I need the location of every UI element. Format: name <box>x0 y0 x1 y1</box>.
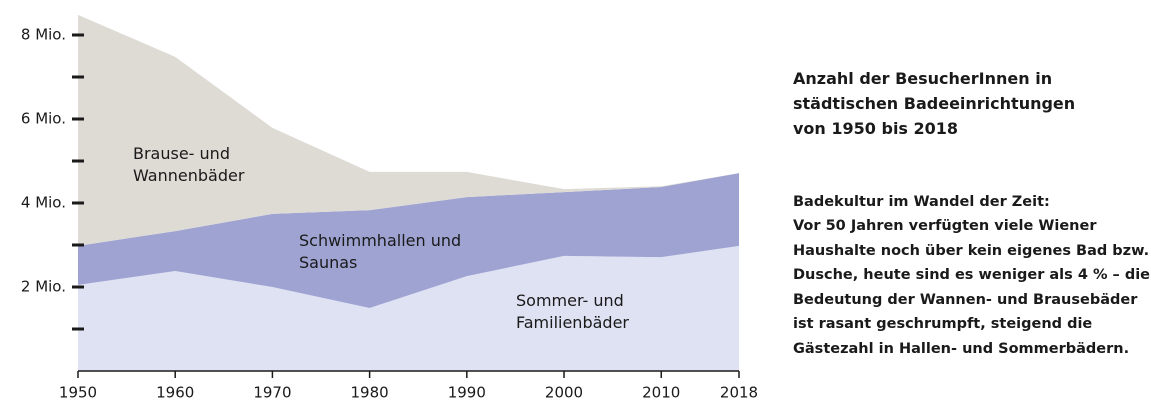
series-label: Brause- und Wannenbäder <box>133 144 245 185</box>
y-tick-label: 8 Mio. <box>21 26 66 44</box>
x-tick-label: 1980 <box>351 384 389 402</box>
chart-title: Anzahl der BesucherInnen in städtischen … <box>793 69 1076 138</box>
y-tick-label: 2 Mio. <box>21 278 66 296</box>
x-tick-label: 2018 <box>720 384 758 402</box>
x-tick-label: 2000 <box>545 384 583 402</box>
x-tick-label: 1970 <box>253 384 291 402</box>
x-tick-label: 1950 <box>59 384 97 402</box>
y-tick-label: 6 Mio. <box>21 110 66 128</box>
y-tick-label: 4 Mio. <box>21 194 66 212</box>
area <box>78 245 739 371</box>
chart: 1950 1960 1970 1980 1990 2000 2010 2018 2 Mio. 4 … <box>21 14 758 402</box>
description: Vor 50 Jahren verfügten viele Wiener Hau… <box>793 218 1151 357</box>
x-tick-label: 1960 <box>156 384 194 402</box>
subtitle: Badekultur im Wandel der Zeit: <box>793 194 1050 210</box>
series-label: Sommer- und Familienbäder <box>516 291 629 332</box>
x-tick-label: 2010 <box>642 384 680 402</box>
x-tick-label: 1990 <box>448 384 486 402</box>
series-label: Schwimmhallen und Saunas <box>299 231 462 272</box>
area <box>78 14 739 246</box>
area <box>78 173 739 308</box>
